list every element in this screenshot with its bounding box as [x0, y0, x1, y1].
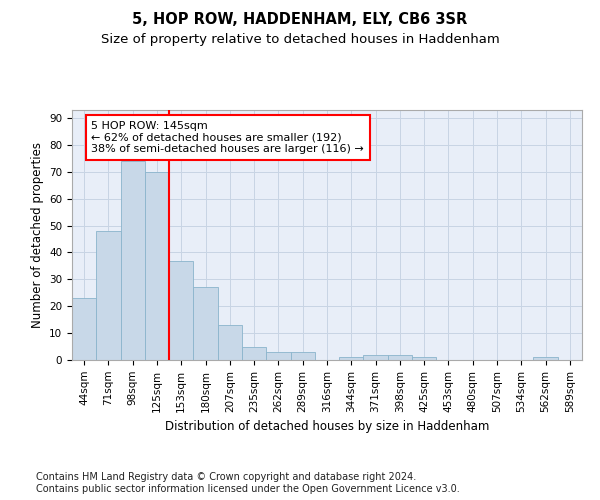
Text: Contains public sector information licensed under the Open Government Licence v3: Contains public sector information licen… [36, 484, 460, 494]
Bar [242, 346, 266, 360]
Text: 5, HOP ROW, HADDENHAM, ELY, CB6 3SR: 5, HOP ROW, HADDENHAM, ELY, CB6 3SR [133, 12, 467, 28]
Bar [169, 260, 193, 360]
X-axis label: Distribution of detached houses by size in Haddenham: Distribution of detached houses by size … [165, 420, 489, 433]
Bar [290, 352, 315, 360]
Bar [388, 354, 412, 360]
Bar [266, 352, 290, 360]
Text: Contains HM Land Registry data © Crown copyright and database right 2024.: Contains HM Land Registry data © Crown c… [36, 472, 416, 482]
Bar [96, 231, 121, 360]
Bar [121, 161, 145, 360]
Text: 5 HOP ROW: 145sqm
← 62% of detached houses are smaller (192)
38% of semi-detache: 5 HOP ROW: 145sqm ← 62% of detached hous… [91, 121, 364, 154]
Bar [364, 354, 388, 360]
Y-axis label: Number of detached properties: Number of detached properties [31, 142, 44, 328]
Bar [339, 358, 364, 360]
Bar [72, 298, 96, 360]
Bar [193, 288, 218, 360]
Bar [412, 358, 436, 360]
Bar [533, 358, 558, 360]
Bar [145, 172, 169, 360]
Bar [218, 325, 242, 360]
Text: Size of property relative to detached houses in Haddenham: Size of property relative to detached ho… [101, 32, 499, 46]
